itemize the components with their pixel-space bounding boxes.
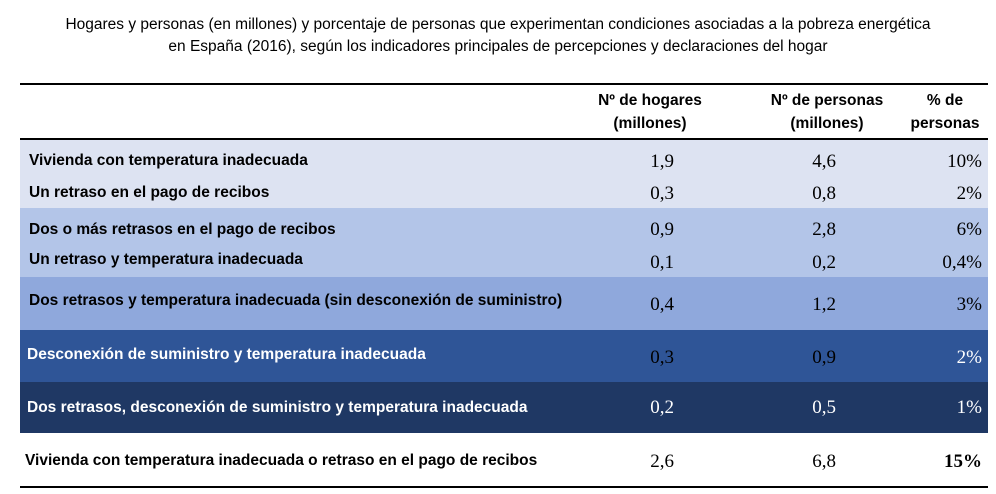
row-7-label: Dos retrasos, desconexión de suministro … (27, 399, 528, 416)
row-2-hogares: 0,3 (650, 183, 674, 204)
total-pct: 15% (944, 451, 982, 472)
row-7-pct: 1% (956, 397, 982, 418)
row-3-personas: 2,8 (812, 219, 836, 240)
header-pct-line2: personas (910, 115, 980, 132)
total-personas: 6,8 (812, 451, 836, 472)
header-pct-line1: % de (926, 92, 964, 109)
row-4-hogares: 0,1 (650, 252, 674, 273)
row-3-pct: 6% (956, 219, 982, 240)
header-rule (20, 138, 988, 140)
bottom-rule (20, 486, 988, 488)
header-hogares-line2: (millones) (613, 115, 687, 132)
header-personas: Nº de personas (millones) (752, 89, 902, 135)
row-5-pct: 3% (956, 294, 982, 315)
total-label: Vivienda con temperatura inadecuada o re… (25, 452, 538, 469)
row-6-personas: 0,9 (812, 347, 836, 368)
row-2-label: Un retraso en el pago de recibos (29, 184, 270, 201)
title-line-1: Hogares y personas (en millones) y porce… (65, 16, 931, 33)
row-5-personas: 1,2 (812, 294, 836, 315)
row-7-personas: 0,5 (812, 397, 836, 418)
row-4-personas: 0,2 (812, 252, 836, 273)
row-1-label: Vivienda con temperatura inadecuada (29, 152, 308, 169)
header-personas-line1: Nº de personas (770, 92, 884, 109)
row-2-personas: 0,8 (812, 183, 836, 204)
row-3-hogares: 0,9 (650, 219, 674, 240)
header-pct: % de personas (910, 89, 980, 135)
table-title: Hogares y personas (en millones) y porce… (0, 14, 996, 58)
row-4-label: Un retraso y temperatura inadecuada (29, 251, 303, 268)
band-1 (20, 140, 988, 208)
row-2-pct: 2% (956, 183, 982, 204)
row-1-pct: 10% (947, 151, 982, 172)
top-rule (20, 83, 988, 85)
total-hogares: 2,6 (650, 451, 674, 472)
row-6-pct: 2% (956, 347, 982, 368)
header-hogares-line1: Nº de hogares (598, 92, 702, 109)
row-5-label: Dos retrasos y temperatura inadecuada (s… (29, 292, 563, 309)
row-1-hogares: 1,9 (650, 151, 674, 172)
row-6-label: Desconexión de suministro y temperatura … (27, 346, 426, 363)
row-5-hogares: 0,4 (650, 294, 674, 315)
header-hogares: Nº de hogares (millones) (575, 89, 725, 135)
row-3-label: Dos o más retrasos en el pago de recibos (29, 221, 336, 238)
title-line-2: en España (2016), según los indicadores … (168, 38, 828, 55)
band-4 (20, 330, 988, 382)
band-5 (20, 382, 988, 433)
row-1-personas: 4,6 (812, 151, 836, 172)
band-3 (20, 277, 988, 330)
row-7-hogares: 0,2 (650, 397, 674, 418)
row-4-pct: 0,4% (942, 252, 982, 273)
header-personas-line2: (millones) (790, 115, 864, 132)
band-2 (20, 208, 988, 277)
row-6-hogares: 0,3 (650, 347, 674, 368)
